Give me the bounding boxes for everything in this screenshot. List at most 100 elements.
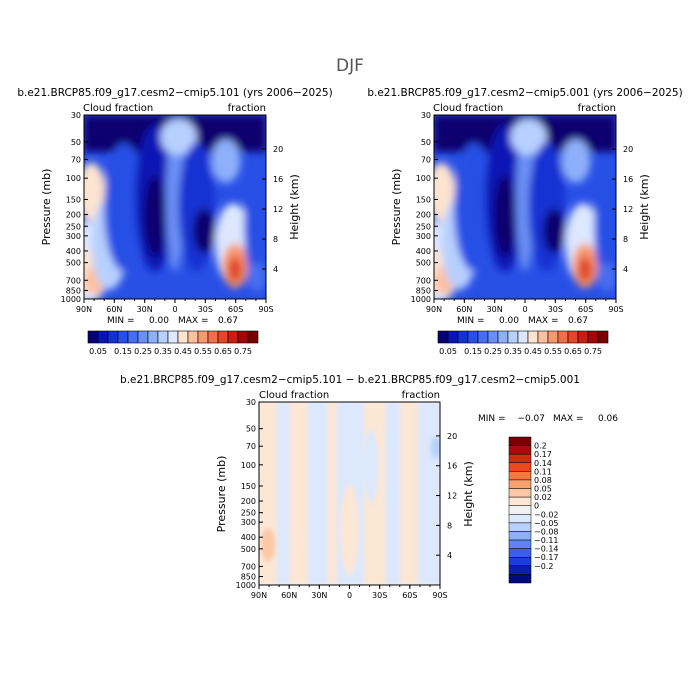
y-tick-label: 200	[241, 497, 256, 506]
y-axis-label: Pressure (mb)	[390, 169, 403, 246]
right-label: fraction	[402, 390, 440, 401]
colorbar: 0.20.170.140.110.080.050.020−0.02−0.05−0…	[508, 436, 559, 584]
colorbar-swatch	[508, 522, 532, 532]
tropical-cirrus	[160, 118, 197, 156]
colorbar-swatch	[197, 330, 209, 344]
y-tick-label: 700	[66, 276, 81, 285]
y-right-tick-label: 12	[447, 492, 457, 501]
min-value: 0.00	[499, 316, 519, 326]
colorbar-swatch	[508, 479, 532, 489]
y-tick-label: 500	[241, 545, 256, 554]
colorbar-swatch	[117, 330, 129, 344]
y-right-tick-label: 16	[447, 462, 457, 471]
y-axis-height: 4 8 12 16 20	[262, 145, 283, 274]
stats: MIN = −0.07 MAX = 0.06	[478, 414, 618, 424]
colorbar-label: 0.11	[534, 467, 552, 476]
x-tick-label: 60N	[106, 305, 122, 314]
y-tick-label: 100	[241, 461, 256, 470]
stats: MIN = 0.00 MAX = 0.67	[107, 316, 238, 326]
min-label: MIN =	[107, 316, 135, 326]
y-right-tick-label: 20	[447, 432, 457, 441]
y-tick-label: 150	[241, 482, 256, 491]
sh-subsidence-core	[193, 208, 216, 253]
colorbar-label: −0.08	[534, 527, 559, 536]
colorbar-swatch	[508, 548, 532, 558]
x-tick-label: 30S	[198, 305, 213, 314]
contour-region	[400, 402, 419, 585]
colorbar-label: 0.75	[584, 347, 602, 356]
colorbar-swatch	[227, 330, 239, 344]
y-tick-label: 70	[246, 442, 256, 451]
colorbar-label: −0.2	[534, 562, 553, 571]
y-tick-label: 300	[241, 518, 256, 527]
cloud-fraction-field	[434, 115, 616, 299]
x-tick-label: 0	[347, 591, 352, 600]
colorbar-swatch	[508, 462, 532, 472]
colorbar-swatch	[577, 330, 589, 344]
y-right-tick-label: 20	[623, 145, 633, 154]
colorbar-label: 0.45	[524, 347, 542, 356]
y-tick-label: 70	[71, 155, 81, 164]
left-label: Cloud fraction	[433, 103, 503, 114]
x-tick-label: 90S	[608, 305, 623, 314]
y-tick-label: 250	[416, 222, 431, 231]
left-label: Cloud fraction	[83, 103, 153, 114]
contour-region	[418, 402, 440, 585]
colorbar-swatch	[497, 330, 509, 344]
colorbar: 0.05 0.15 0.25 0.35 0.45 0.55 0.65 0.75	[437, 330, 609, 356]
colorbar-label: 0.65	[214, 347, 232, 356]
contour-region	[327, 402, 337, 585]
x-tick-label: 0	[522, 305, 527, 314]
colorbar-label: −0.11	[534, 536, 559, 545]
colorbar-swatch	[437, 330, 449, 344]
colorbar-swatch	[508, 531, 532, 541]
y-right-tick-label: 16	[273, 175, 283, 184]
negative-anomaly	[430, 436, 440, 459]
x-tick-label: 60S	[402, 591, 417, 600]
nh-subsidence-core	[494, 175, 516, 257]
colorbar-swatch	[127, 330, 139, 344]
colorbar-swatch	[508, 574, 532, 584]
colorbar-swatch	[217, 330, 229, 344]
positive-anomaly	[260, 528, 276, 562]
sh-polar-low	[597, 262, 616, 292]
colorbar-swatch	[517, 330, 529, 344]
x-tick-label: 30S	[372, 591, 387, 600]
y-right-tick-label: 20	[273, 145, 283, 154]
y-tick-label: 300	[416, 232, 431, 241]
right-label: fraction	[578, 103, 616, 114]
y-tick-label: 100	[66, 174, 81, 183]
y-axis-right-label: Height (km)	[288, 174, 301, 240]
x-tick-label: 60N	[281, 591, 297, 600]
cloud-fraction-field	[84, 115, 266, 299]
contour-region	[340, 484, 359, 576]
x-axis: 90N 60N 30N 0 30S 60S 90S	[251, 585, 448, 600]
max-value: 0.06	[598, 414, 618, 424]
y-tick-label: 70	[421, 155, 431, 164]
colorbar-label: 0.02	[534, 493, 552, 502]
colorbar-label: 0.55	[544, 347, 562, 356]
colorbar-swatch	[508, 436, 532, 446]
colorbar-swatch	[557, 330, 569, 344]
panel-title: b.e21.BRCP85.f09_g17.cesm2−cmip5.101 − b…	[120, 374, 580, 386]
y-axis-label: Pressure (mb)	[215, 456, 228, 533]
nh-subtropical-minimum	[104, 142, 145, 272]
colorbar-swatch	[477, 330, 489, 344]
panel-cmip5-101: b.e21.BRCP85.f09_g17.cesm2−cmip5.101 (yr…	[17, 87, 332, 356]
y-tick-label: 1000	[236, 581, 256, 590]
y-right-tick-label: 4	[447, 551, 452, 560]
colorbar-label: −0.17	[534, 553, 559, 562]
colorbar-label: 0.17	[534, 450, 552, 459]
colorbar-swatch	[547, 330, 559, 344]
colorbar-label: 0.45	[174, 347, 192, 356]
contour-region	[289, 402, 308, 585]
colorbar-label: 0.05	[534, 485, 552, 494]
sh-polar-minimum	[594, 166, 616, 285]
y-tick-label: 50	[246, 425, 256, 434]
nh-subtropical-minimum	[454, 142, 495, 272]
colorbar-swatch	[508, 488, 532, 498]
x-tick-label: 30N	[137, 305, 153, 314]
y-axis-right-label: Height (km)	[462, 461, 475, 527]
